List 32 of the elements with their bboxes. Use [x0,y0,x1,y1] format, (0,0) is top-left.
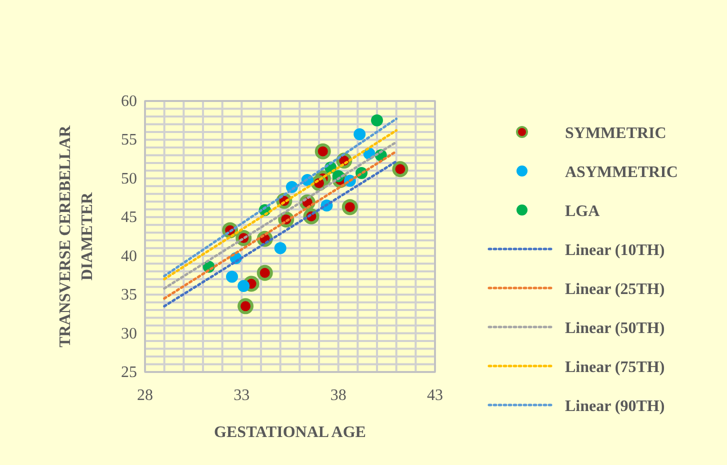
legend-label: Linear (50TH) [565,320,665,337]
point [354,128,366,140]
point [314,143,331,160]
legend-label: Linear (10TH) [565,242,665,259]
point [274,242,286,254]
y-tick-label: 45 [121,209,137,226]
y-tick-label: 50 [121,170,137,188]
legend-label: Linear (90TH) [565,398,665,415]
point [392,161,408,178]
y-tick-label: 55 [121,132,137,149]
y-tick-label: 35 [121,286,137,304]
legend-label: Linear (25TH) [565,281,665,298]
point [238,298,254,314]
x-tick-label: 33 [234,387,250,404]
point [256,264,273,281]
x-tick-label: 43 [427,387,443,404]
y-tick-label: 60 [121,93,137,110]
legend-label: SYMMETRIC [565,125,666,142]
x-tick-label: 28 [137,387,153,404]
y-tick-label: 30 [121,325,137,342]
point [226,270,238,283]
y-axis-title: TRANSVERSE CEREBELLAR DIAMETER [57,125,96,348]
legend-label: LGA [565,203,600,220]
legend-label: Linear (75TH) [565,359,665,376]
x-tick-label: 38 [330,387,346,404]
point [342,199,358,216]
legend-label: ASYMMETRIC [565,164,678,181]
y-tick-label: 25 [121,364,137,381]
x-axis-title: GESTATIONAL AGE [214,424,366,441]
y-tick-label: 40 [121,248,137,265]
point [371,114,383,126]
point [238,280,250,292]
